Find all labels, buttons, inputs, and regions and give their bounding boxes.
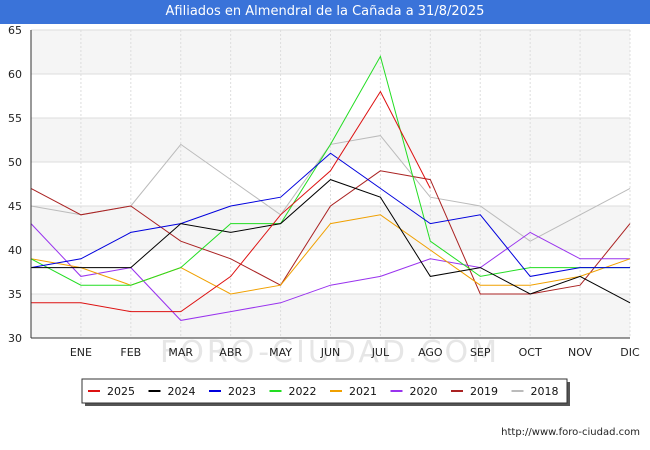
legend-label: 2024 [168,385,196,398]
legend-label: 2020 [410,385,438,398]
x-tick-label: JUN [320,346,341,359]
source-url[interactable]: http://www.foro-ciudad.com [501,427,640,438]
x-tick-label: JUL [371,346,390,359]
legend-label: 2025 [107,385,135,398]
x-tick-label: OCT [519,346,542,359]
x-tick-label: ENE [70,346,92,359]
series-line-2024 [31,179,631,304]
legend-label: 2018 [531,385,559,398]
legend-label: 2023 [228,385,256,398]
x-tick-label: ABR [219,346,242,359]
y-tick-label: 55 [8,112,22,125]
x-tick-labels: ENE FEB MAR ABR MAY JUN JUL AGO SEP OCT NOV DIC [70,346,640,359]
y-tick-label: 60 [8,68,22,81]
chart-title: Afiliados en Almendral de la Cañada a 31… [0,0,650,24]
x-tick-label: AGO [418,346,443,359]
legend-box [81,378,568,404]
series-line-2023 [30,152,630,277]
y-tick-label: 50 [8,156,22,169]
y-tick-label: 30 [8,332,22,345]
x-tick-label: NOV [568,346,593,359]
y-tick-label: 65 [8,24,22,37]
series-lines [30,55,631,321]
legend-label: 2019 [470,385,498,398]
y-tick-label: 40 [8,244,22,257]
series-line-2025 [31,90,431,313]
series-line-2022 [30,55,630,286]
legend-label: 2022 [289,385,317,398]
x-tick-label: FEB [120,346,141,359]
legend: 2025 2024 2023 2022 2021 2020 2019 2018 [81,378,570,406]
x-tick-label: MAY [269,346,292,359]
x-tick-label: DIC [620,346,640,359]
axes [30,30,630,339]
y-tick-label: 35 [8,288,22,301]
x-tick-label: MAR [168,346,193,359]
y-tick-labels: 30 35 40 45 50 55 60 65 [8,24,22,345]
x-tick-label: SEP [470,346,491,359]
watermark: FORO-CIUDAD.COM [160,335,500,370]
legend-label: 2021 [349,385,377,398]
y-tick-label: 45 [8,200,22,213]
